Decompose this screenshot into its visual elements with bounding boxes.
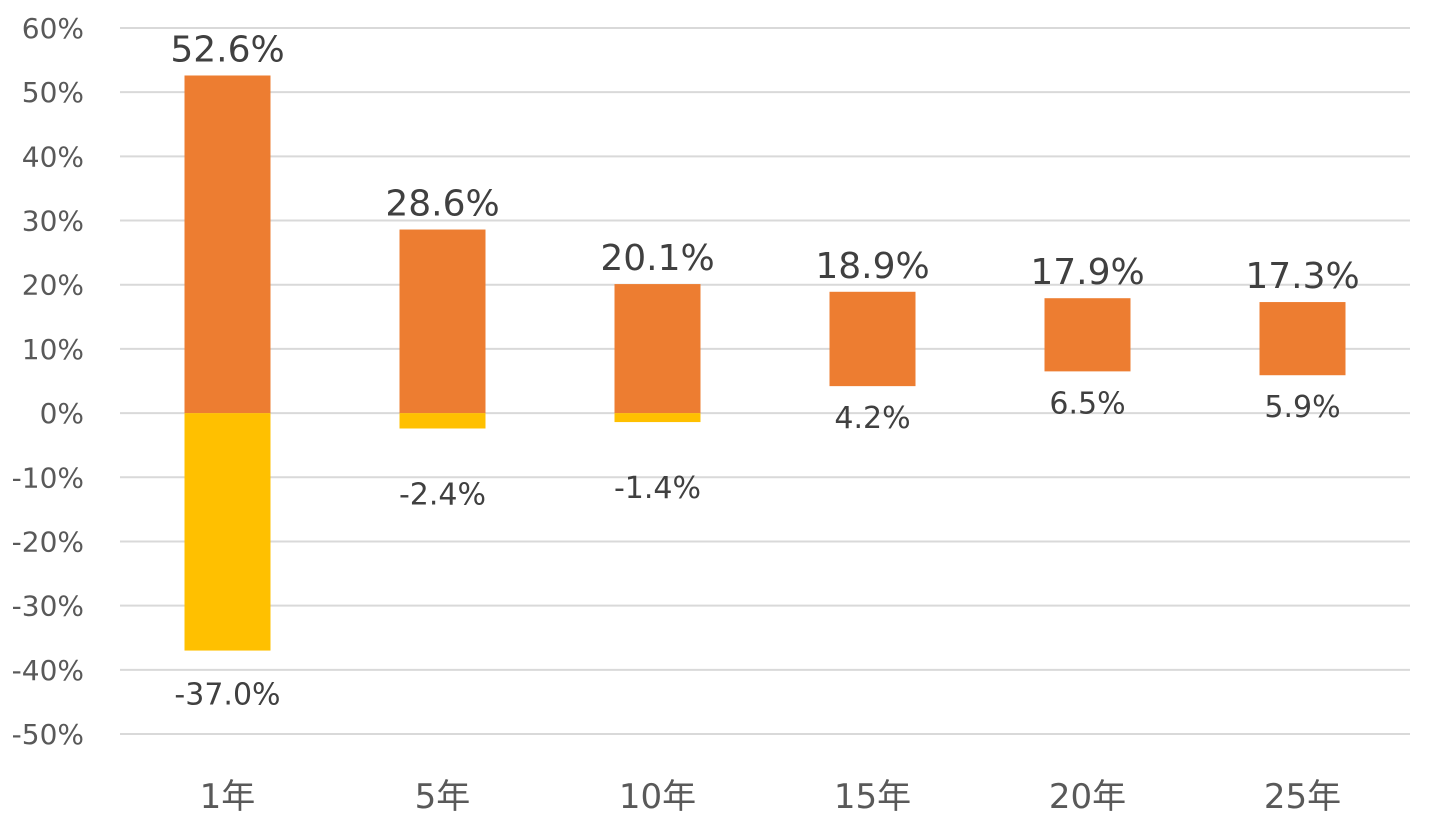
min-value-label: 4.2% — [834, 401, 910, 436]
min-value-label: -1.4% — [614, 471, 701, 506]
max-value-label: 20.1% — [600, 238, 714, 279]
data-labels: 52.6% -37.0% 28.6% -2.4% 20.1% -1.4% 18.9% 4.2%… — [170, 29, 1359, 712]
y-tick-label: 50% — [22, 76, 84, 109]
y-axis-ticks: 60% 50% 40% 30% 20% 10% 0% -10% -20% -30% -40% -50% — [12, 12, 84, 751]
min-value-label: -2.4% — [399, 477, 486, 512]
bar-upper — [399, 229, 486, 414]
max-value-label: 28.6% — [385, 184, 499, 225]
min-value-label: 6.5% — [1049, 386, 1125, 421]
bar-upper — [184, 75, 271, 414]
y-tick-label: 40% — [22, 140, 84, 173]
y-tick-label: -10% — [12, 461, 84, 494]
bar-lower — [614, 413, 701, 423]
bars — [184, 75, 1346, 651]
min-value-label: 5.9% — [1264, 390, 1340, 425]
y-tick-label: -50% — [12, 718, 84, 751]
y-tick-label: 60% — [22, 12, 84, 45]
x-tick-label: 1年 — [200, 777, 256, 817]
y-tick-label: -30% — [12, 590, 84, 623]
bar-upper — [829, 291, 916, 387]
x-tick-label: 10年 — [619, 777, 696, 817]
max-value-label: 18.9% — [815, 246, 929, 287]
min-value-label: -37.0% — [174, 678, 280, 713]
x-tick-label: 5年 — [415, 777, 471, 817]
bar-upper — [614, 284, 701, 414]
x-tick-label: 15年 — [834, 777, 911, 817]
y-tick-label: 10% — [22, 333, 84, 366]
x-tick-label: 25年 — [1264, 777, 1341, 817]
max-value-label: 17.3% — [1245, 256, 1359, 297]
y-tick-label: -40% — [12, 654, 84, 687]
bar-lower — [184, 413, 271, 651]
bar-lower — [399, 413, 486, 429]
x-axis-ticks: 1年 5年 10年 15年 20年 25年 — [200, 777, 1341, 817]
y-tick-label: -20% — [12, 525, 84, 558]
max-value-label: 52.6% — [170, 29, 284, 70]
gridlines — [120, 27, 1410, 735]
y-tick-label: 20% — [22, 269, 84, 302]
y-tick-label: 30% — [22, 205, 84, 238]
max-value-label: 17.9% — [1030, 252, 1144, 293]
x-tick-label: 20年 — [1049, 777, 1126, 817]
bar-upper — [1044, 298, 1131, 372]
y-tick-label: 0% — [40, 397, 84, 430]
bar-upper — [1259, 302, 1346, 376]
